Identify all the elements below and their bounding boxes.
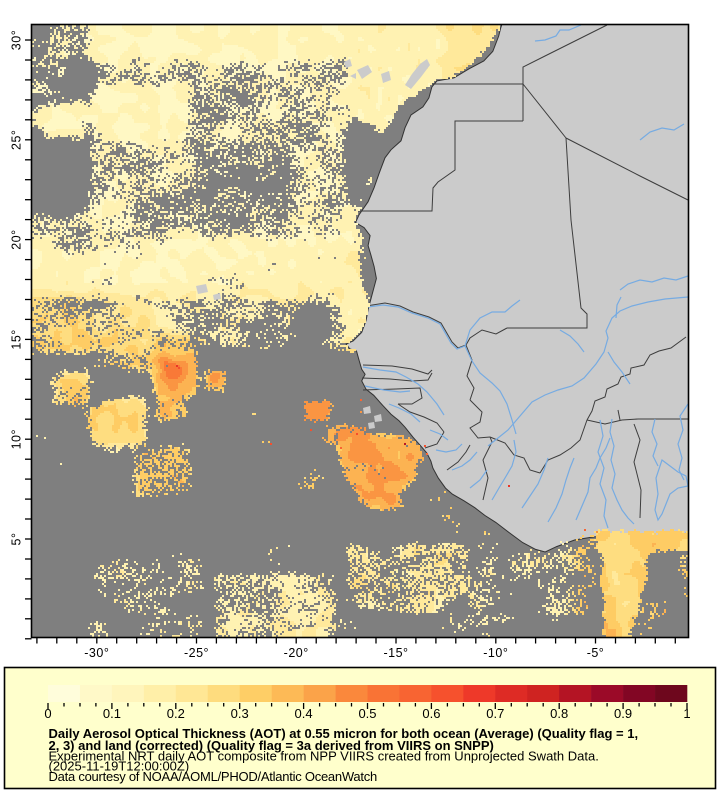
svg-text:-30°: -30° bbox=[84, 646, 109, 660]
svg-text:(2025-11-19T12:00:00Z): (2025-11-19T12:00:00Z) bbox=[49, 759, 190, 774]
svg-text:0.1: 0.1 bbox=[103, 706, 121, 721]
svg-text:15°: 15° bbox=[10, 329, 24, 349]
svg-text:0.9: 0.9 bbox=[614, 706, 632, 721]
svg-text:Experimental NRT daily AOT com: Experimental NRT daily AOT composite fro… bbox=[49, 749, 599, 764]
svg-text:25°: 25° bbox=[10, 130, 24, 150]
svg-text:0.3: 0.3 bbox=[231, 706, 249, 721]
svg-text:-20°: -20° bbox=[284, 646, 309, 660]
svg-text:Daily Aerosol Optical Thicknes: Daily Aerosol Optical Thickness (AOT) at… bbox=[49, 726, 639, 741]
svg-text:-5°: -5° bbox=[587, 646, 605, 660]
svg-text:-10°: -10° bbox=[483, 646, 508, 660]
svg-text:10°: 10° bbox=[10, 429, 24, 449]
svg-text:-15°: -15° bbox=[383, 646, 408, 660]
svg-text:0.5: 0.5 bbox=[358, 706, 376, 721]
svg-text:20°: 20° bbox=[10, 229, 24, 249]
svg-text:0.8: 0.8 bbox=[550, 706, 568, 721]
svg-text:0.7: 0.7 bbox=[486, 706, 504, 721]
svg-text:0.2: 0.2 bbox=[167, 706, 185, 721]
svg-text:Data courtesy of NOAA/AOML/PHO: Data courtesy of NOAA/AOML/PHOD/Atlantic… bbox=[49, 769, 378, 784]
svg-text:1: 1 bbox=[683, 706, 690, 721]
svg-text:0.4: 0.4 bbox=[295, 706, 313, 721]
svg-text:5°: 5° bbox=[10, 533, 24, 546]
svg-text:0: 0 bbox=[44, 706, 51, 721]
svg-text:-25°: -25° bbox=[184, 646, 209, 660]
svg-text:2, 3) and land (corrected) (Qu: 2, 3) and land (corrected) (Quality flag… bbox=[49, 738, 494, 753]
svg-text:30°: 30° bbox=[10, 30, 24, 50]
svg-text:0.6: 0.6 bbox=[422, 706, 440, 721]
